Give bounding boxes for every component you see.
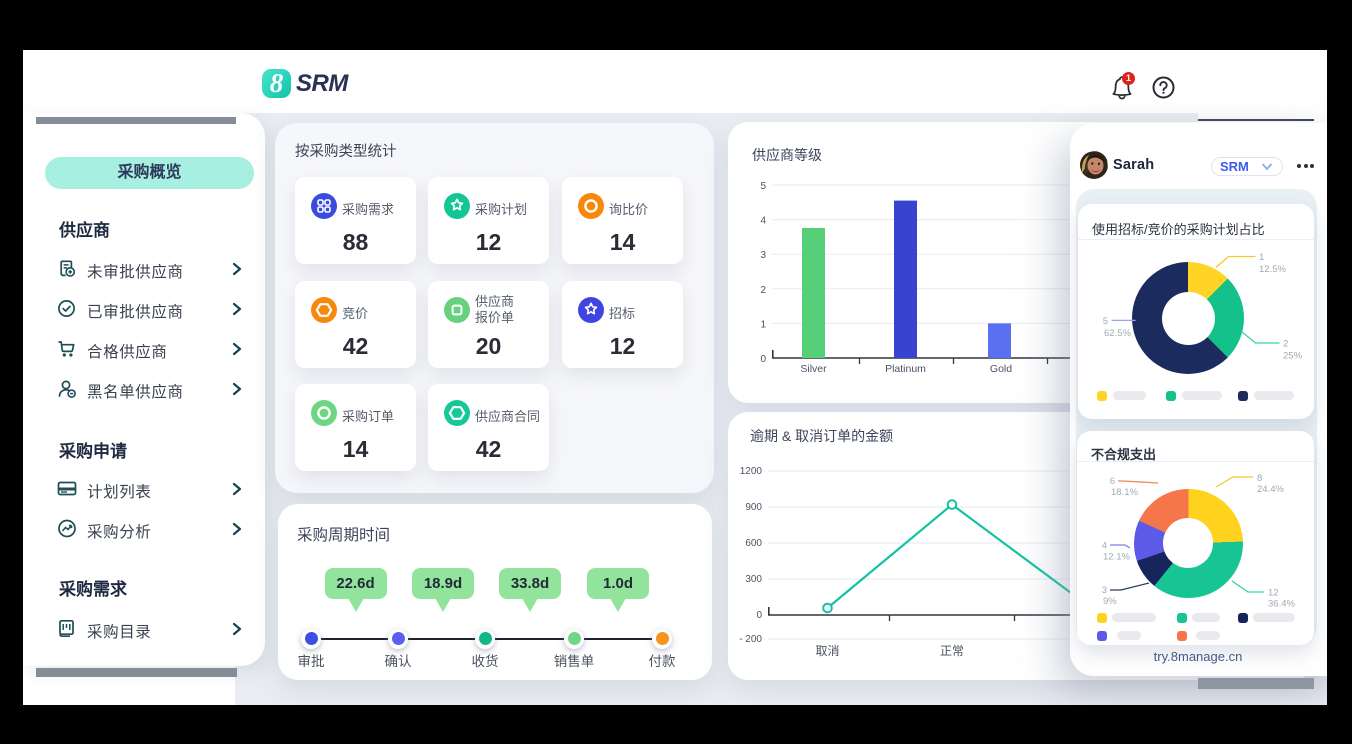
svg-text:Silver: Silver: [800, 363, 827, 375]
svg-text:2: 2: [760, 285, 766, 296]
svg-text:12: 12: [1268, 588, 1279, 599]
svg-text:300: 300: [745, 574, 762, 585]
svg-text:3: 3: [760, 250, 766, 261]
svg-text:Gold: Gold: [990, 363, 1012, 375]
svg-text:1: 1: [760, 319, 766, 330]
svg-text:4: 4: [760, 216, 766, 227]
svg-text:900: 900: [745, 502, 762, 513]
svg-text:正常: 正常: [940, 644, 964, 658]
svg-text:2: 2: [1283, 339, 1288, 350]
svg-text:62.5%: 62.5%: [1104, 328, 1131, 339]
svg-text:36.4%: 36.4%: [1268, 599, 1295, 610]
svg-text:0: 0: [756, 610, 762, 621]
svg-text:12.5%: 12.5%: [1259, 264, 1286, 275]
svg-text:8: 8: [1257, 473, 1262, 484]
svg-text:12.1%: 12.1%: [1103, 552, 1130, 563]
svg-text:5: 5: [760, 181, 766, 192]
svg-text:5: 5: [1103, 316, 1108, 327]
svg-text:0: 0: [760, 354, 766, 365]
svg-text:Platinum: Platinum: [885, 363, 926, 375]
svg-text:24.4%: 24.4%: [1257, 484, 1284, 495]
svg-text:1: 1: [1259, 252, 1264, 263]
svg-text:1200: 1200: [740, 466, 763, 477]
svg-text:4: 4: [1102, 541, 1107, 552]
svg-text:600: 600: [745, 538, 762, 549]
svg-text:取消: 取消: [815, 644, 839, 658]
svg-text:18.1%: 18.1%: [1111, 487, 1138, 498]
svg-text:3: 3: [1102, 585, 1107, 596]
svg-text:- 200: - 200: [739, 634, 762, 645]
svg-text:6: 6: [1110, 476, 1115, 487]
svg-text:9%: 9%: [1103, 596, 1117, 607]
svg-text:25%: 25%: [1283, 351, 1303, 362]
